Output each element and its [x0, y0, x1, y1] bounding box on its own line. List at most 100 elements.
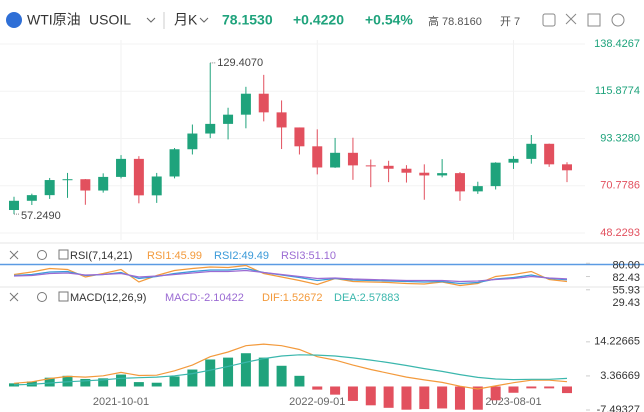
y-tick-label: 82.43	[612, 272, 640, 284]
close-icon[interactable]	[9, 292, 19, 302]
y-tick-label: 48.2293	[600, 227, 640, 239]
indicator-title: RSI(7,14,21)	[70, 250, 132, 262]
y-tick-label: 70.7786	[600, 180, 640, 192]
y-tick-label: -7.49327	[597, 404, 640, 412]
icon[interactable]	[587, 13, 601, 27]
legend-entry: DIF:1.52672	[262, 292, 323, 304]
change-percent: +0.54%	[365, 12, 413, 28]
macd-bar	[258, 357, 269, 387]
x-tick-label: 2021-10-01	[93, 396, 149, 408]
candle-body	[98, 176, 109, 191]
macd-bar	[62, 375, 73, 387]
logo	[6, 12, 22, 28]
settings-icon[interactable]	[58, 249, 69, 260]
candle-body	[526, 143, 537, 159]
symbol[interactable]: USOIL	[89, 12, 131, 28]
candle-body	[437, 173, 448, 176]
dropdown-arrow[interactable]	[199, 17, 209, 23]
candle-body	[419, 172, 430, 176]
macd-bar	[526, 386, 537, 389]
macd-bar	[437, 386, 448, 409]
candle-body	[347, 152, 358, 166]
macd-bar	[490, 386, 501, 401]
y-tick-label: 115.8774	[595, 85, 640, 97]
candle-body	[276, 112, 287, 128]
candle-body	[330, 152, 341, 168]
open: 开 7	[500, 16, 520, 28]
macd-bar	[9, 383, 19, 387]
settings-icon[interactable]	[58, 291, 69, 302]
candle-body	[223, 114, 234, 124]
macd-bar	[312, 386, 323, 390]
macd-bar	[223, 357, 234, 387]
macd-bar	[472, 386, 483, 410]
reference-label: 80.00	[612, 259, 640, 271]
candle-body	[44, 180, 55, 196]
macd-bar	[44, 377, 55, 387]
legend-entry: MACD:-2.10422	[165, 292, 244, 304]
macd-bar	[276, 365, 287, 387]
candle-body	[133, 158, 144, 196]
icon[interactable]	[611, 13, 625, 27]
macd-bar	[294, 375, 305, 387]
y-tick-label: 14.22665	[594, 336, 640, 348]
candle-body	[383, 165, 394, 169]
macd-bar	[401, 386, 412, 410]
macd-bar	[205, 359, 216, 387]
macd-bar	[240, 353, 251, 387]
toolbar	[535, 6, 644, 36]
price: 78.1530	[222, 12, 273, 28]
candle-body	[365, 165, 376, 167]
candle-body	[508, 158, 519, 163]
candle-body	[169, 149, 180, 177]
period[interactable]: 月K	[174, 12, 198, 28]
y-tick-label: 3.36669	[600, 370, 640, 382]
legend-entry: RSI2:49.49	[214, 250, 269, 262]
change: +0.4220	[293, 12, 344, 28]
eye-icon[interactable]	[37, 292, 47, 302]
candle-body	[187, 133, 198, 150]
candle-body	[80, 179, 91, 191]
series-line	[13, 354, 568, 386]
candle-body	[258, 93, 269, 113]
series-line	[13, 264, 568, 287]
candle-body	[205, 123, 216, 134]
candle-body	[240, 93, 251, 115]
candle-body	[26, 195, 37, 201]
instrument-name[interactable]: WTI原油	[27, 12, 81, 28]
legend-entry: RSI3:51.10	[281, 250, 336, 262]
icon[interactable]	[542, 13, 556, 27]
candle-body	[562, 164, 572, 171]
eye-icon[interactable]	[37, 250, 47, 260]
dropdown-arrow[interactable]	[146, 17, 156, 23]
annotation: 57.2490	[21, 210, 61, 222]
macd-bar	[151, 382, 162, 387]
annotation: 129.4070	[217, 57, 263, 69]
macd-bar	[508, 386, 519, 393]
close-icon[interactable]	[9, 250, 19, 260]
candle-body	[454, 173, 465, 192]
series-line	[13, 343, 568, 390]
candle-body	[294, 127, 305, 147]
macd-bar	[169, 376, 180, 387]
candle-body	[62, 179, 73, 181]
macd-bar	[383, 386, 394, 408]
indicator-title: MACD(12,26,9)	[70, 292, 146, 304]
icon[interactable]	[565, 13, 577, 25]
candle-body	[116, 158, 127, 177]
macd-bar	[454, 386, 465, 410]
macd-bar	[330, 386, 341, 395]
y-tick-label: 55.93	[612, 284, 640, 296]
candle-body	[312, 146, 323, 168]
macd-bar	[133, 382, 144, 387]
macd-bar	[187, 369, 198, 387]
macd-bar	[419, 386, 430, 410]
macd-bar	[98, 378, 109, 387]
candle-body	[151, 176, 162, 196]
y-tick-label: 29.43	[612, 297, 640, 309]
macd-bar	[544, 386, 555, 389]
macd-bar	[116, 374, 127, 387]
